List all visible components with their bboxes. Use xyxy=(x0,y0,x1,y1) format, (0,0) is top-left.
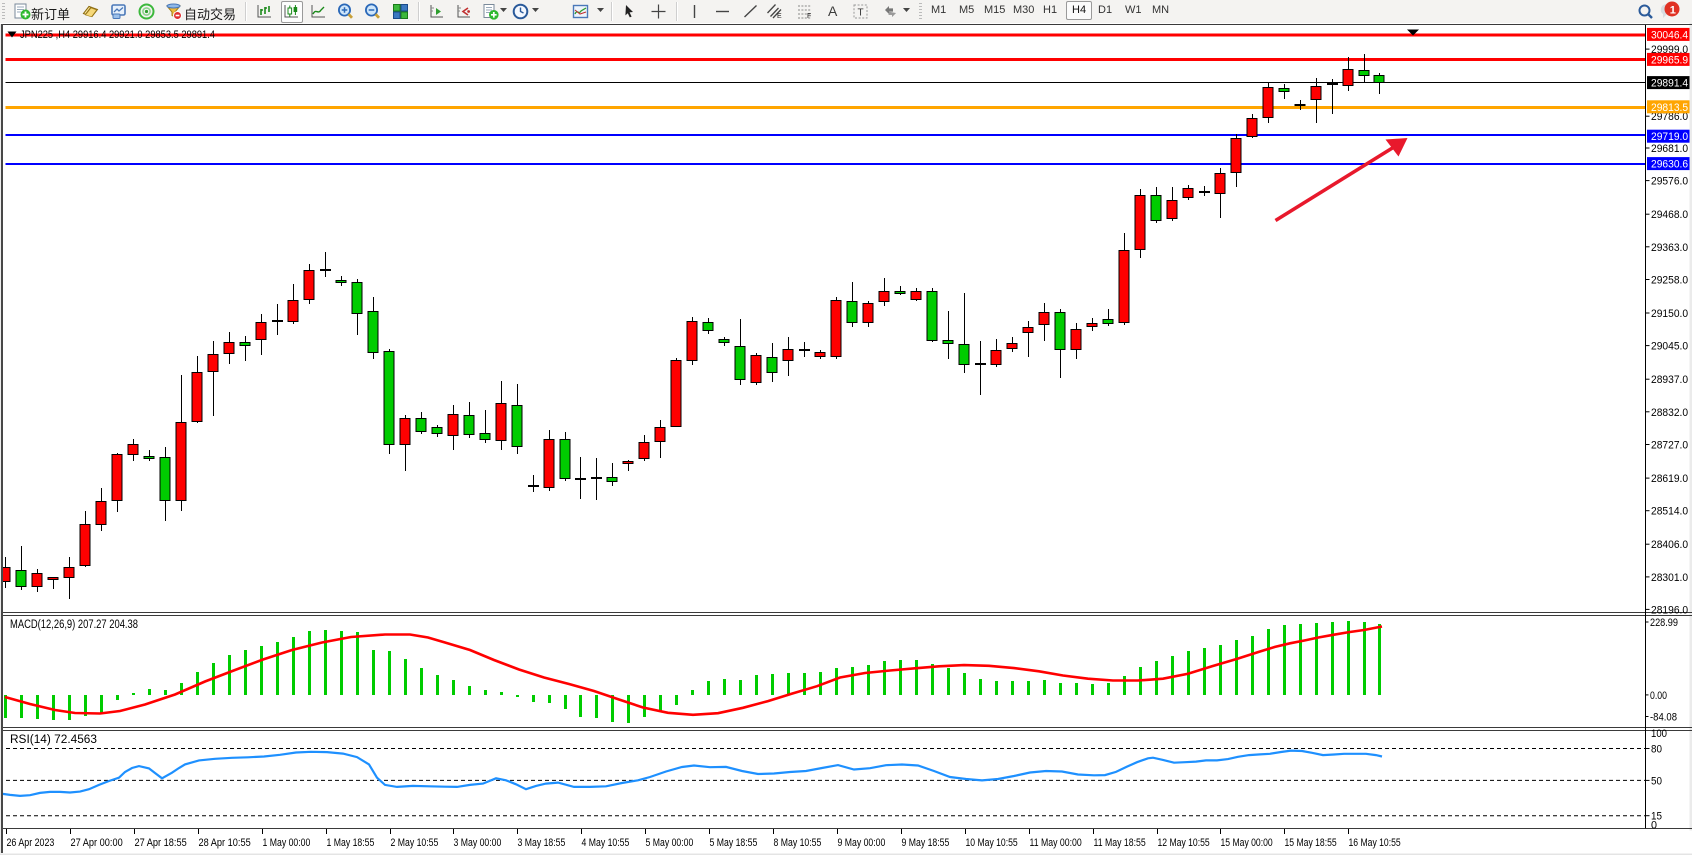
svg-text:28 Apr 10:55: 28 Apr 10:55 xyxy=(199,837,251,849)
svg-text:28619.0: 28619.0 xyxy=(1651,473,1688,485)
svg-text:4 May 10:55: 4 May 10:55 xyxy=(582,837,630,849)
svg-text:29468.0: 29468.0 xyxy=(1651,209,1688,221)
svg-text:10 May 10:55: 10 May 10:55 xyxy=(966,837,1018,849)
svg-text:2 May 10:55: 2 May 10:55 xyxy=(391,837,439,849)
svg-text:27 Apr 18:55: 27 Apr 18:55 xyxy=(135,837,187,849)
svg-text:11 May 00:00: 11 May 00:00 xyxy=(1030,837,1082,849)
svg-text:29258.0: 29258.0 xyxy=(1651,275,1688,287)
svg-text:0.00: 0.00 xyxy=(1650,690,1667,702)
svg-text:29965.9: 29965.9 xyxy=(1651,54,1688,66)
svg-text:29630.6: 29630.6 xyxy=(1651,159,1688,171)
svg-text:29576.0: 29576.0 xyxy=(1651,176,1688,188)
svg-text:29045.0: 29045.0 xyxy=(1651,341,1688,353)
svg-text:E: E xyxy=(777,13,782,20)
svg-text:8 May 10:55: 8 May 10:55 xyxy=(774,837,822,849)
svg-text:1 May 00:00: 1 May 00:00 xyxy=(263,837,311,849)
svg-text:9 May 00:00: 9 May 00:00 xyxy=(838,837,886,849)
svg-text:28406.0: 28406.0 xyxy=(1651,539,1688,551)
svg-text:29681.0: 29681.0 xyxy=(1651,143,1688,155)
svg-text:26 Apr 2023: 26 Apr 2023 xyxy=(7,837,55,849)
svg-text:15 May 18:55: 15 May 18:55 xyxy=(1285,837,1337,849)
svg-text:29891.4: 29891.4 xyxy=(1651,78,1688,90)
svg-text:29813.5: 29813.5 xyxy=(1651,102,1688,114)
svg-text:15: 15 xyxy=(1651,811,1662,823)
svg-text:5 May 18:55: 5 May 18:55 xyxy=(710,837,758,849)
svg-text:29363.0: 29363.0 xyxy=(1651,242,1688,254)
svg-text:5 May 00:00: 5 May 00:00 xyxy=(646,837,694,849)
svg-text:9 May 18:55: 9 May 18:55 xyxy=(902,837,950,849)
svg-text:0: 0 xyxy=(1651,820,1657,832)
svg-text:30046.4: 30046.4 xyxy=(1651,29,1688,41)
svg-text:RSI(14) 72.4563: RSI(14) 72.4563 xyxy=(10,734,97,746)
svg-text:28196.0: 28196.0 xyxy=(1651,604,1688,616)
svg-text:228.99: 228.99 xyxy=(1650,617,1678,629)
svg-text:28514.0: 28514.0 xyxy=(1651,506,1688,518)
svg-text:12 May 10:55: 12 May 10:55 xyxy=(1158,837,1210,849)
svg-text:29150.0: 29150.0 xyxy=(1651,308,1688,320)
svg-text:15 May 00:00: 15 May 00:00 xyxy=(1221,837,1273,849)
svg-text:-84.08: -84.08 xyxy=(1650,712,1677,724)
svg-text:3 May 00:00: 3 May 00:00 xyxy=(454,837,502,849)
svg-text:T: T xyxy=(858,8,864,19)
svg-text:28937.0: 28937.0 xyxy=(1651,374,1688,386)
svg-text:16 May 10:55: 16 May 10:55 xyxy=(1349,837,1401,849)
svg-text:28727.0: 28727.0 xyxy=(1651,440,1688,452)
svg-text:3 May 18:55: 3 May 18:55 xyxy=(518,837,566,849)
svg-text:100: 100 xyxy=(1651,728,1667,740)
svg-text:50: 50 xyxy=(1651,775,1662,787)
svg-text:29786.0: 29786.0 xyxy=(1651,111,1688,123)
svg-text:JPN225 ,H4 29916.4 29921.0 29: JPN225 ,H4 29916.4 29921.0 29853.5 29891… xyxy=(20,29,215,41)
svg-text:27 Apr 00:00: 27 Apr 00:00 xyxy=(71,837,123,849)
svg-text:11 May 18:55: 11 May 18:55 xyxy=(1094,837,1146,849)
svg-text:MACD(12,26,9) 207.27 204.38: MACD(12,26,9) 207.27 204.38 xyxy=(10,619,138,631)
svg-text:29719.0: 29719.0 xyxy=(1651,131,1688,143)
svg-text:28832.0: 28832.0 xyxy=(1651,407,1688,419)
svg-text:F: F xyxy=(807,13,811,20)
svg-text:80: 80 xyxy=(1651,744,1662,756)
svg-text:28301.0: 28301.0 xyxy=(1651,572,1688,584)
svg-text:1 May 18:55: 1 May 18:55 xyxy=(327,837,375,849)
svg-text:1: 1 xyxy=(1670,5,1676,17)
